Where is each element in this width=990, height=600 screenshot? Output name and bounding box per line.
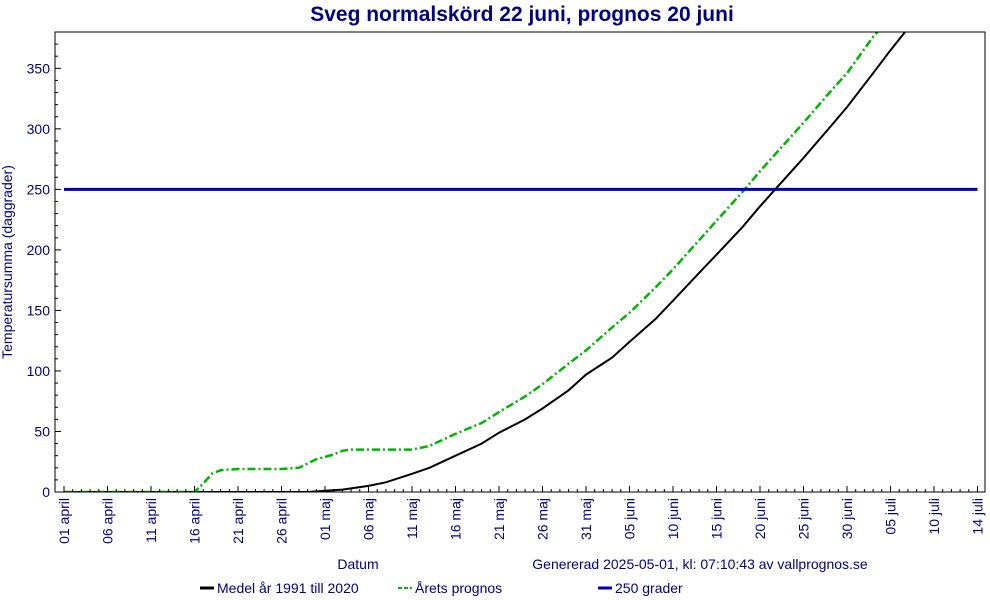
legend-label: 250 grader [615, 580, 683, 596]
x-tick-label: 15 juni [709, 498, 725, 539]
x-tick-label: 05 juni [622, 498, 638, 539]
y-axis: 0 50 100 150 200 250 300 350 [27, 31, 61, 500]
x-tick-label: 25 juni [796, 498, 812, 539]
x-tick-label: 11 maj [404, 498, 420, 539]
generated-note: Genererad 2025-05-01, kl: 07:10:43 av va… [532, 556, 868, 572]
y-tick-label: 50 [34, 423, 50, 439]
x-tick-label: 31 maj [578, 498, 594, 540]
x-tick-label: 01 april [56, 498, 72, 544]
y-tick-label: 0 [42, 484, 50, 500]
x-tick-label: 10 juli [926, 498, 942, 535]
x-tick-label: 06 maj [361, 498, 377, 540]
y-tick-label: 100 [27, 363, 51, 379]
x-tick-label: 21 april [230, 498, 246, 544]
y-tick-label: 250 [27, 181, 51, 197]
y-tick-label: 150 [27, 302, 51, 318]
series-line-1 [64, 32, 880, 492]
chart-title: Sveg normalskörd 22 juni, prognos 20 jun… [310, 3, 734, 26]
x-tick-label: 10 juni [665, 498, 681, 539]
legend-label: Årets prognos [415, 580, 502, 596]
series-group [64, 32, 978, 492]
legend-label: Medel år 1991 till 2020 [217, 580, 359, 596]
series-line-0 [64, 32, 907, 492]
x-tick-label: 05 juli [883, 498, 899, 535]
y-tick-label: 300 [27, 121, 51, 137]
x-tick-label: 11 april [143, 498, 159, 543]
x-axis: 01 april 06 april 11 april 16 april 21 april… [56, 486, 986, 544]
series-layer [64, 32, 978, 492]
y-tick-label: 200 [27, 242, 51, 258]
x-tick-label: 21 maj [491, 498, 507, 540]
x-tick-label: 14 juli [970, 498, 986, 535]
x-tick-label: 16 april [187, 498, 203, 544]
x-tick-label: 01 maj [317, 498, 333, 540]
y-tick-label: 350 [27, 60, 51, 76]
x-tick-label: 26 maj [535, 498, 551, 540]
x-tick-label: 06 april [100, 498, 116, 544]
x-tick-label: 16 maj [448, 498, 464, 540]
y-axis-title: Temperatursumma (daggrader) [0, 165, 15, 359]
x-tick-label: 26 april [274, 498, 290, 544]
legend: Medel år 1991 till 2020 Årets prognos 250 … [200, 580, 683, 596]
x-axis-title: Datum [337, 556, 378, 572]
x-tick-label: 30 juni [839, 498, 855, 539]
x-tick-label: 20 juni [752, 498, 768, 539]
